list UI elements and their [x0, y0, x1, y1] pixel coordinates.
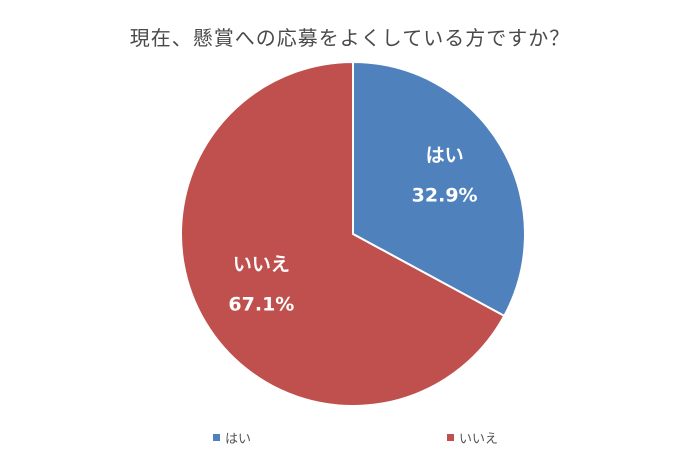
- slice-category-label-yes: はい: [426, 144, 464, 166]
- legend-item-no: いいえ: [447, 428, 498, 447]
- legend-label-no: いいえ: [459, 432, 499, 447]
- chart-title: 現在、懸賞への応募をよくしている方ですか？: [129, 26, 571, 50]
- pie-slices: [180, 60, 526, 407]
- slice-value-label-yes: 32.9%: [412, 184, 478, 206]
- pie-labels: はい 32.9% いいえ 67.1%: [228, 144, 477, 315]
- legend: はい いいえ: [0, 428, 700, 448]
- legend-swatch-yes: [213, 434, 220, 441]
- slice-category-label-no: いいえ: [233, 254, 290, 276]
- slice-value-label-no: 67.1%: [228, 294, 294, 316]
- legend-label-yes: はい: [225, 432, 252, 447]
- legend-swatch-no: [447, 434, 454, 441]
- legend-item-yes: はい: [213, 428, 251, 447]
- pie-slice-yes: [352, 60, 526, 318]
- pie-slice-no: [180, 60, 506, 407]
